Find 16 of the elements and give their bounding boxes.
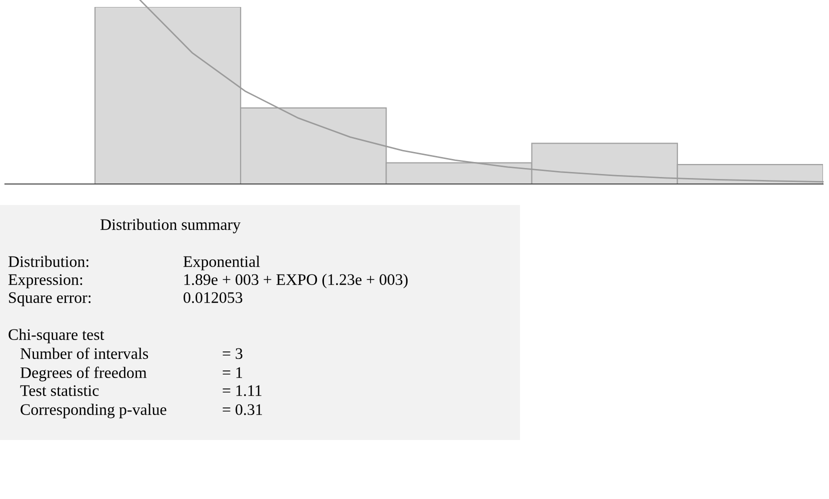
text: Degrees of freedom: [20, 366, 147, 382]
text: = 1.11: [222, 385, 262, 396]
text: Square error:: [9, 292, 91, 306]
text: = 1: [222, 367, 242, 378]
text: Expression:: [8, 274, 82, 288]
text: Chi-square test: [8, 328, 104, 344]
text: Corresponding p-value: [20, 404, 166, 418]
text: 0.012053: [184, 292, 242, 304]
text: Test statistic: [20, 385, 99, 396]
text: Distribution:: [8, 256, 88, 268]
text: = 3: [222, 348, 242, 359]
text: Distribution summary: [100, 218, 241, 234]
text: Number of intervals: [20, 348, 148, 359]
text: Exponential: [183, 256, 260, 270]
text: 1.89e + 003 + EXPO (1.23e + 003): [184, 274, 408, 288]
text: = 0.31: [222, 404, 262, 416]
